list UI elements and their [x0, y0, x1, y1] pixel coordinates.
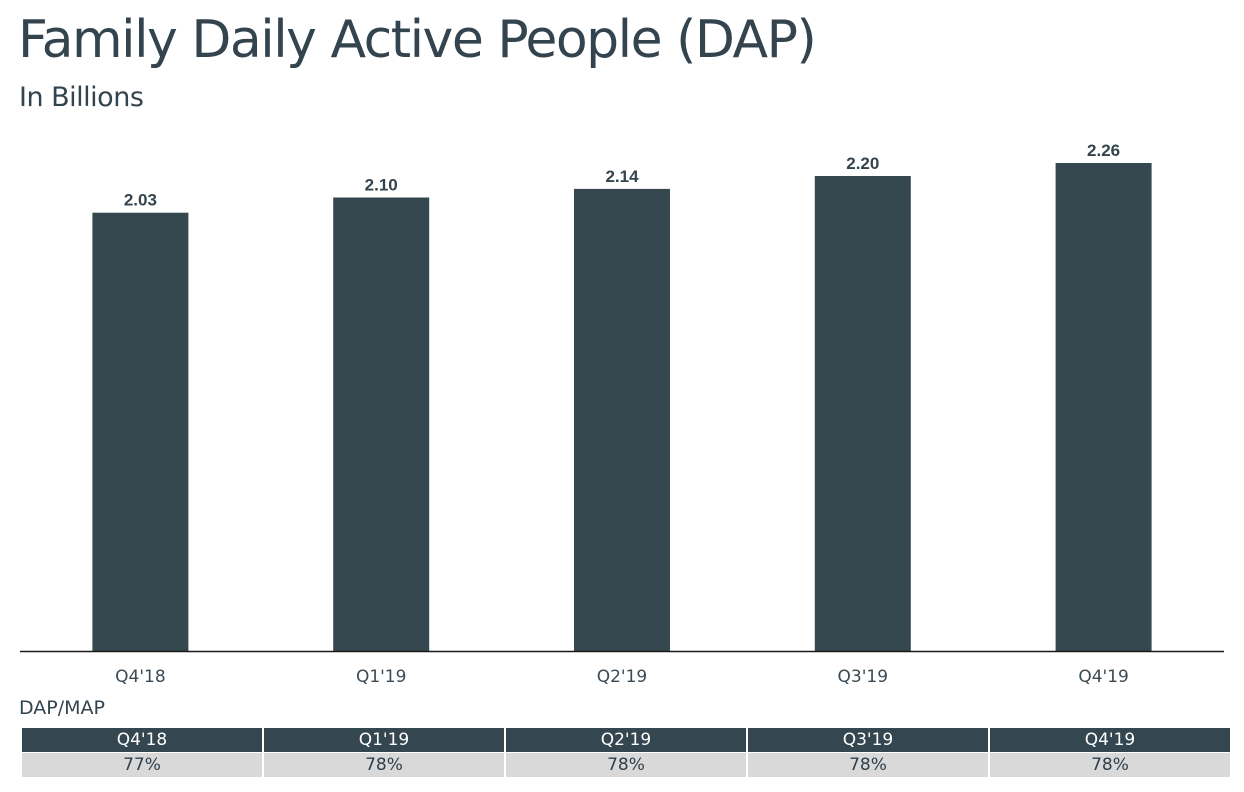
- table-cell: 78%: [988, 752, 1232, 777]
- bar: [814, 176, 911, 651]
- data-label: 2.26: [1087, 141, 1120, 160]
- x-tick-label: Q1'19: [356, 667, 407, 687]
- x-tick-label: Q3'19: [838, 667, 889, 687]
- table-row: 77% 78% 78% 78% 78%: [20, 752, 1232, 777]
- table-cell: 78%: [746, 752, 990, 777]
- bar-chart: 2.03 Q4'18 2.10 Q1'19 2.14 Q2'19 2.20 Q3'19 2.26…: [20, 141, 1224, 687]
- x-tick-label: Q4'19: [1078, 667, 1129, 687]
- bar: [1055, 163, 1152, 651]
- table-cell: 77%: [20, 752, 264, 777]
- table-header-cell: Q1'19: [262, 728, 506, 753]
- data-label: 2.03: [124, 191, 157, 210]
- data-label: 2.20: [846, 154, 879, 173]
- bar: [333, 197, 430, 651]
- table-cell: 78%: [262, 752, 506, 777]
- x-tick-label: Q2'19: [597, 667, 648, 687]
- dap-map-label: DAP/MAP: [19, 697, 106, 719]
- x-tick-label: Q4'18: [115, 667, 166, 687]
- bar: [574, 188, 670, 651]
- table-header-row: Q4'18 Q1'19 Q2'19 Q3'19 Q4'19: [20, 728, 1232, 753]
- table-header-cell: Q4'19: [988, 728, 1232, 753]
- table-header-cell: Q3'19: [746, 728, 990, 753]
- table-header-cell: Q2'19: [504, 728, 748, 753]
- chart-subtitle: In Billions: [19, 82, 144, 113]
- table-header-cell: Q4'18: [20, 728, 264, 753]
- bar: [92, 212, 189, 651]
- table-cell: 78%: [504, 752, 748, 777]
- data-label: 2.14: [605, 167, 639, 186]
- chart-title: Family Daily Active People (DAP): [18, 10, 817, 70]
- dap-map-table: Q4'18 Q1'19 Q2'19 Q3'19 Q4'19 77% 78% 78…: [20, 728, 1232, 777]
- data-label: 2.10: [365, 176, 398, 195]
